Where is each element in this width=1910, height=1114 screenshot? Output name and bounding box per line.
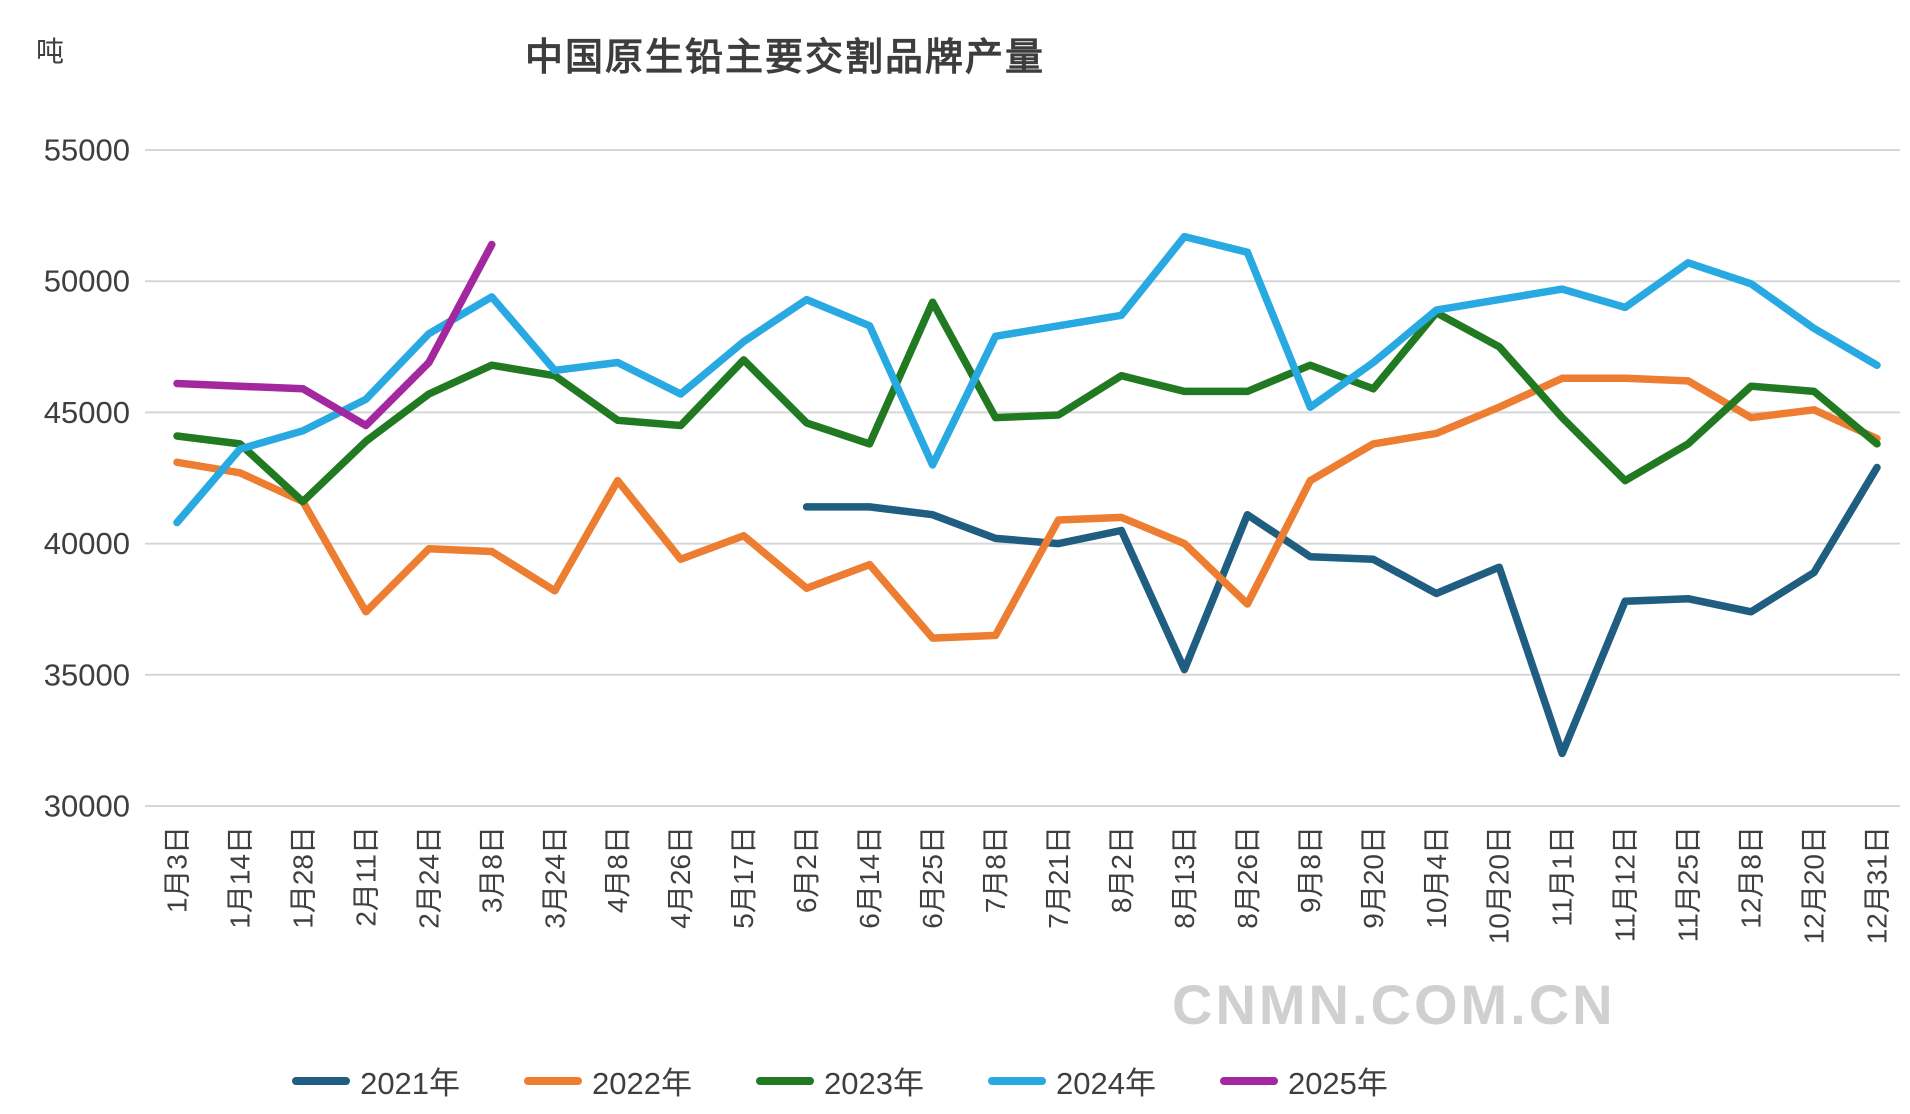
- x-tick-label: 2月24日: [413, 826, 444, 929]
- x-tick-label: 6月25日: [917, 826, 948, 929]
- legend-swatch-icon: [1219, 1076, 1278, 1085]
- chart-title: 中国原生铅主要交割品牌产量: [524, 37, 1045, 79]
- legend-item-2022年: 2022年: [524, 1058, 692, 1103]
- x-tick-label: 1月28日: [287, 826, 318, 929]
- legend-item-2025年: 2025年: [1219, 1058, 1388, 1103]
- x-tick-label: 3月24日: [539, 826, 570, 929]
- x-tick-label: 8月2日: [1106, 826, 1137, 913]
- x-tick-label: 7月21日: [1043, 826, 1074, 929]
- legend-label: 2022年: [592, 1066, 693, 1101]
- legend-item-2024年: 2024年: [987, 1058, 1156, 1103]
- x-tick-label: 9月20日: [1358, 826, 1389, 929]
- x-tick-label: 5月17日: [728, 826, 759, 929]
- legend-swatch-icon: [987, 1076, 1046, 1085]
- series-line-2024年: [173, 232, 1881, 527]
- x-tick-label: 12月20日: [1799, 826, 1830, 944]
- x-tick-label: 10月20日: [1484, 826, 1515, 944]
- x-tick-label: 9月8日: [1295, 826, 1326, 913]
- x-tick-label: 7月8日: [980, 826, 1011, 913]
- legend-swatch-icon: [292, 1076, 351, 1085]
- x-tick-label: 12月8日: [1736, 826, 1767, 929]
- x-tick-label: 11月12日: [1610, 826, 1641, 942]
- legend-item-2021年: 2021年: [292, 1058, 460, 1103]
- legend-label: 2021年: [360, 1066, 461, 1101]
- y-tick-label: 55000: [44, 133, 130, 168]
- series-line-2022年: [173, 374, 1881, 642]
- legend-label: 2023年: [824, 1066, 924, 1101]
- legend-swatch-icon: [524, 1076, 583, 1085]
- y-axis-unit-label: 吨: [36, 36, 65, 67]
- y-tick-label: 35000: [44, 657, 130, 692]
- series-line-2025年: [173, 240, 496, 430]
- x-tick-label: 11月25日: [1673, 826, 1704, 942]
- legend-item-2023年: 2023年: [756, 1058, 924, 1103]
- x-tick-label: 8月26日: [1232, 826, 1263, 929]
- x-tick-label: 12月31日: [1862, 826, 1893, 944]
- x-tick-label: 2月11日: [350, 826, 381, 927]
- legend-label: 2024年: [1055, 1066, 1156, 1101]
- legend-swatch-icon: [756, 1076, 815, 1085]
- y-tick-label: 30000: [44, 789, 130, 824]
- x-tick-label: 10月4日: [1421, 826, 1452, 929]
- y-tick-label: 45000: [44, 395, 130, 430]
- legend-label: 2025年: [1287, 1066, 1388, 1101]
- x-tick-label: 11月1日: [1547, 826, 1578, 927]
- series-line-2021年: [802, 463, 1881, 758]
- x-tick-label: 6月2日: [791, 826, 822, 913]
- chart-legend: 2021年 2022年 2023年 2024年 2025年: [0, 1058, 1680, 1103]
- x-tick-label: 4月8日: [602, 826, 633, 913]
- y-tick-label: 50000: [44, 264, 130, 299]
- x-tick-label: 8月13日: [1169, 826, 1200, 929]
- series-line-2023年: [173, 298, 1881, 506]
- x-tick-label: 1月3日: [162, 826, 193, 913]
- x-tick-label: 1月14日: [224, 826, 255, 929]
- y-tick-label: 40000: [44, 526, 130, 561]
- x-tick-label: 6月14日: [854, 826, 885, 929]
- x-tick-label: 4月26日: [665, 826, 696, 929]
- x-tick-label: 3月8日: [476, 826, 507, 913]
